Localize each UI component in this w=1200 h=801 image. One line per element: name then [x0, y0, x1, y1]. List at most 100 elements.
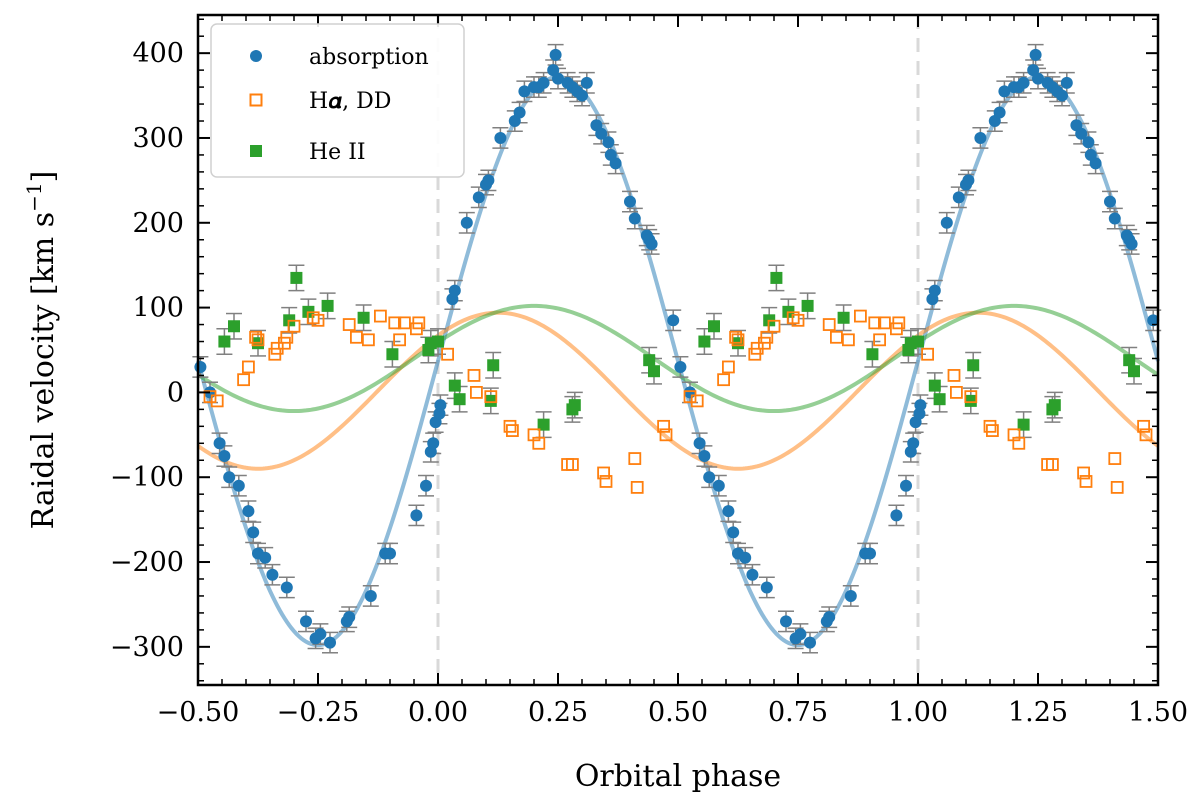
halpha-point	[717, 373, 730, 387]
y-tick-label: 300	[132, 123, 184, 154]
absorption-point	[693, 437, 706, 450]
heii-point	[290, 271, 303, 284]
legend-marker-halpha	[249, 93, 263, 107]
halpha-point	[503, 419, 517, 433]
halpha-point	[1137, 419, 1150, 433]
absorption-point	[218, 450, 231, 463]
halpha-point	[983, 419, 997, 433]
absorption-point	[804, 636, 816, 649]
absorption-point	[1108, 212, 1121, 225]
absorption-point	[890, 509, 903, 522]
heii-model-curve	[196, 303, 1160, 414]
absorption-point	[739, 551, 752, 564]
halpha-point	[657, 419, 670, 433]
absorption-point	[780, 615, 792, 628]
halpha-point	[251, 333, 265, 347]
halpha-point	[854, 309, 867, 323]
absorption-point	[247, 526, 260, 539]
heii-point	[448, 379, 461, 392]
absorption-point	[1104, 195, 1116, 208]
absorption-point	[242, 505, 255, 518]
absorption-point	[518, 85, 531, 98]
heii-point	[357, 311, 370, 324]
absorption-point	[472, 191, 485, 204]
absorption-point	[420, 479, 432, 492]
halpha-point	[311, 313, 325, 327]
halpha-point	[393, 333, 407, 347]
absorption-point	[427, 437, 440, 450]
halpha-point	[683, 390, 697, 404]
absorption-point	[280, 581, 293, 594]
legend-label-heii: He II	[309, 140, 366, 165]
x-tick-label: 1.25	[1008, 697, 1068, 728]
heii-point	[648, 365, 660, 378]
halpha-point	[873, 333, 886, 347]
y-tick-label: 100	[132, 293, 184, 324]
halpha-point	[342, 318, 356, 331]
halpha-point	[659, 428, 673, 442]
absorption-point	[213, 437, 226, 450]
absorption-point	[962, 174, 975, 187]
absorption-point	[595, 127, 608, 140]
x-tick-label: 0.50	[648, 697, 708, 728]
absorption-point	[974, 131, 987, 144]
halpha-point	[628, 452, 642, 465]
heii-point	[218, 335, 231, 348]
halpha-point	[767, 319, 781, 333]
absorption-point	[324, 636, 336, 649]
halpha-point	[1077, 466, 1090, 480]
halpha-point	[722, 360, 735, 374]
x-tick-label: −0.50	[157, 697, 240, 728]
absorption-point	[1125, 237, 1138, 250]
absorption-point	[343, 611, 356, 624]
halpha-point	[566, 458, 579, 471]
halpha-point	[690, 394, 704, 408]
halpha-point	[210, 394, 224, 408]
absorption-point	[460, 216, 473, 229]
heii-point	[837, 311, 850, 324]
halpha-point	[469, 386, 483, 399]
data-points	[194, 48, 1160, 649]
absorption-point	[907, 437, 920, 450]
tick-labels: −0.50 −0.25 0.00 0.25 0.50 0.75 1.00 1.25 1.50 −3…	[110, 38, 1188, 728]
heii-point	[487, 359, 500, 372]
absorption-point	[410, 509, 423, 522]
halpha-point	[878, 316, 891, 330]
halpha-model-curve	[196, 310, 1160, 471]
y-tick-label: 400	[132, 38, 184, 69]
heii-point	[568, 399, 581, 412]
absorption-point	[300, 615, 312, 628]
halpha-point	[388, 316, 402, 330]
halpha-point	[986, 424, 999, 437]
absorption-point	[1089, 157, 1102, 170]
halpha-point	[947, 369, 961, 382]
heii-point	[643, 354, 656, 367]
halpha-point	[349, 330, 363, 344]
absorption-point	[1060, 76, 1073, 89]
legend-box	[210, 23, 465, 178]
halpha-point	[280, 330, 294, 344]
phase-marker-lines	[436, 15, 920, 685]
halpha-point	[731, 333, 745, 347]
halpha-point	[630, 480, 644, 494]
absorption-point	[364, 589, 377, 602]
halpha-point	[412, 316, 426, 330]
halpha-point	[1012, 436, 1026, 450]
absorption-point	[223, 471, 236, 484]
absorption-point	[760, 581, 773, 594]
halpha-point	[532, 436, 546, 450]
heii-point	[912, 335, 924, 348]
absorption-point	[844, 589, 857, 602]
x-axis-label: Orbital phase	[575, 759, 781, 794]
halpha-point	[830, 330, 843, 344]
halpha-point	[441, 347, 455, 361]
heii-point	[967, 359, 980, 372]
halpha-point	[249, 330, 263, 344]
halpha-point	[287, 319, 301, 333]
halpha-point	[467, 369, 481, 382]
halpha-point	[397, 316, 411, 330]
heii-point	[964, 394, 977, 407]
absorption-point	[576, 89, 588, 102]
halpha-point	[892, 316, 906, 330]
